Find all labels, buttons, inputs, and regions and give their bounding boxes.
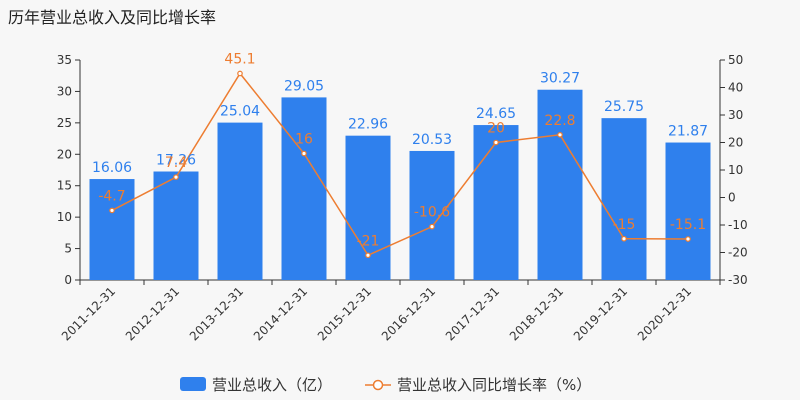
growth-point (173, 174, 179, 180)
growth-line (111, 72, 689, 257)
growth-point (237, 70, 243, 77)
revenue-data-label: 29.05 (284, 78, 324, 94)
right-tick-label: 30 (728, 108, 743, 122)
left-tick-label: 0 (64, 273, 72, 287)
legend-line-marker (372, 379, 384, 391)
revenue-data-label: 24.65 (476, 106, 516, 122)
right-tick-label: -20 (728, 246, 748, 260)
right-tick-label: 0 (728, 191, 736, 205)
growth-data-label: 22.8 (544, 113, 575, 129)
growth-data-label: -21 (357, 233, 380, 249)
growth-data-label: -15 (613, 217, 636, 233)
revenue-bar (665, 142, 711, 280)
legend-line-label: 营业总收入同比增长率（%） (397, 376, 591, 394)
growth-point (685, 236, 691, 242)
growth-data-label: 20 (487, 121, 505, 137)
left-tick-label: 20 (57, 147, 72, 161)
x-tick-label: 2014-12-31 (251, 284, 310, 343)
revenue-bar (89, 179, 135, 280)
growth-point (493, 139, 499, 146)
chart-title: 历年营业总收入及同比增长率 (8, 8, 217, 27)
x-tick-label: 2020-12-31 (635, 284, 694, 343)
growth-point (621, 235, 627, 242)
growth-data-label: 45.1 (224, 51, 255, 67)
left-tick-label: 25 (57, 116, 72, 130)
revenue-data-label: 25.75 (604, 99, 644, 115)
revenue-bar (473, 125, 519, 280)
left-tick-label: 15 (57, 179, 72, 193)
left-tick-label: 35 (57, 53, 72, 67)
revenue-data-label: 22.96 (348, 117, 388, 133)
growth-data-label: -4.7 (98, 188, 125, 204)
x-tick-label: 2019-12-31 (571, 284, 630, 343)
left-tick-label: 30 (57, 84, 72, 98)
revenue-data-label: 16.06 (92, 160, 132, 176)
growth-point (109, 207, 115, 214)
right-tick-label: -10 (728, 218, 748, 232)
right-tick-label: 40 (728, 81, 743, 95)
right-tick-label: 50 (728, 53, 743, 67)
revenue-data-label: 20.53 (412, 132, 452, 148)
revenue-data-label: 17.26 (156, 153, 196, 169)
revenue-bar (281, 97, 327, 281)
revenue-bar (537, 89, 583, 280)
growth-point (301, 150, 307, 157)
legend-bar-label: 营业总收入（亿） (212, 376, 332, 394)
revenue-data-label: 25.04 (220, 104, 260, 120)
revenue-data-label: 21.87 (668, 124, 708, 140)
right-tick-label: -30 (728, 273, 748, 287)
x-tick-label: 2012-12-31 (123, 284, 182, 343)
growth-data-label: -10.6 (414, 205, 450, 221)
revenue-bar (409, 150, 455, 280)
x-tick-label: 2018-12-31 (507, 284, 566, 343)
revenue-bar (217, 122, 263, 280)
x-tick-label: 2011-12-31 (59, 284, 118, 343)
growth-data-label: 7.4 (165, 155, 187, 171)
growth-data-label: 16 (295, 132, 313, 148)
left-tick-label: 10 (57, 210, 72, 224)
growth-point (557, 132, 563, 138)
right-tick-label: 20 (728, 136, 743, 150)
x-tick-label: 2017-12-31 (443, 284, 502, 343)
growth-point (365, 252, 371, 259)
growth-data-label: -15.1 (670, 217, 706, 233)
legend-bar-swatch (180, 377, 206, 391)
right-tick-label: 10 (728, 163, 743, 177)
revenue-bar (601, 118, 647, 281)
left-tick-label: 5 (64, 242, 72, 256)
x-tick-label: 2016-12-31 (379, 284, 438, 343)
revenue-bar (345, 135, 391, 280)
growth-point (429, 223, 435, 230)
x-tick-label: 2013-12-31 (187, 284, 246, 343)
revenue-data-label: 30.27 (540, 71, 580, 87)
x-tick-label: 2015-12-31 (315, 284, 374, 343)
revenue-bar (153, 171, 199, 280)
